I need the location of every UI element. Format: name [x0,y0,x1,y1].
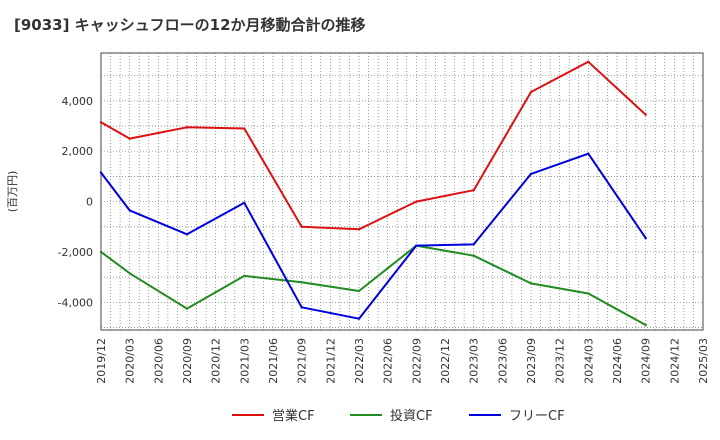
series-line [100,60,647,231]
data-point [357,317,361,320]
x-tick-label: 2024/03 [582,338,595,384]
data-point [644,113,647,116]
data-point [529,90,533,94]
legend-layer: 営業CF 投資CF フリーCF [232,408,565,424]
y-axis-label: (百万円) [6,171,19,213]
data-point [587,152,590,155]
data-point [644,236,647,240]
data-point [587,60,590,64]
x-tick-label: 2021/03 [238,338,251,384]
data-point [357,289,361,293]
x-tick-label: 2022/12 [439,338,452,384]
data-point [529,282,533,285]
data-point [128,209,131,212]
x-tick-label: 2025/03 [697,338,710,384]
data-point [472,254,475,257]
series-layer [99,60,647,327]
axis-layer: -4,000 -2,000 0 2,000 4,000 (百万円) 2019/12 2020/… [6,52,710,384]
x-tick-label: 2024/09 [640,338,653,384]
data-point [99,121,103,124]
x-tick-label: 2021/06 [267,338,280,384]
plot-frame [100,52,704,331]
y-tick-label: 4,000 [62,95,94,108]
data-point [243,201,246,205]
data-point [185,233,189,236]
y-tick-label: -4,000 [58,296,93,309]
x-tick-label: 2022/09 [410,338,423,384]
x-tick-label: 2023/06 [496,338,509,384]
y-tick-label: 0 [86,196,93,209]
data-point [529,172,533,176]
x-tick-label: 2023/09 [525,338,538,384]
legend-label: フリーCF [509,409,565,424]
x-tick-label: 2021/12 [324,338,337,384]
data-point [415,244,418,247]
data-point [415,200,418,203]
data-point [644,323,647,327]
x-tick-label: 2024/12 [668,338,681,384]
data-point [128,137,131,140]
x-tick-label: 2020/03 [124,338,137,384]
series-line [100,244,647,326]
x-tick-label: 2024/06 [611,338,624,384]
chart-title: [9033] キャッシュフローの12か月移動合計の推移 [14,16,366,34]
x-tick-label: 2022/06 [382,338,395,384]
legend-label: 営業CF [272,408,315,424]
y-tick-label: 2,000 [62,145,94,158]
data-point [99,250,103,254]
x-tick-label: 2020/06 [152,338,165,384]
data-point [587,292,590,295]
data-point [128,272,131,275]
data-point [185,307,189,310]
x-tick-label: 2023/12 [554,338,567,384]
grid-layer [100,53,704,330]
x-tick-label: 2023/03 [468,338,481,384]
data-point [300,280,303,284]
x-tick-label: 2020/12 [210,338,223,384]
data-point [300,225,303,228]
x-tick-label: 2019/12 [95,338,108,384]
legend-label: 投資CF [390,408,433,424]
data-point [300,306,303,309]
series-line [100,152,647,320]
x-tick-label: 2022/03 [353,338,366,384]
data-point [472,189,475,192]
data-point [357,228,361,231]
data-point [243,274,246,278]
data-point [472,243,475,246]
data-point [243,127,246,130]
x-tick-label: 2020/09 [181,338,194,384]
data-point [99,171,103,174]
y-tick-label: -2,000 [58,246,93,259]
data-point [185,126,189,129]
x-tick-label: 2021/09 [296,338,309,384]
